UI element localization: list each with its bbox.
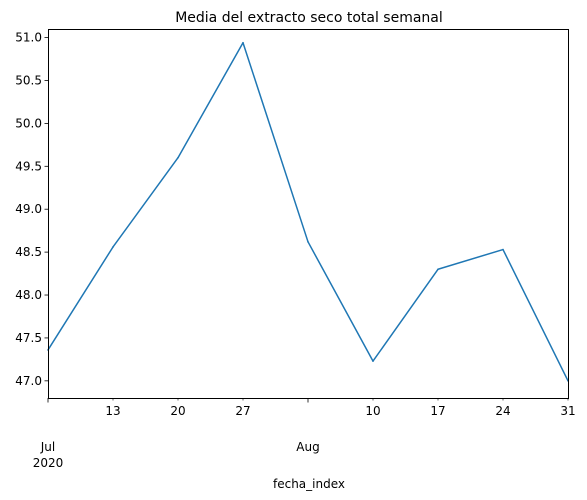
x-minor-tick-label: 10 [365,404,380,418]
x-minor-tick-label: 31 [560,404,575,418]
data-point-6 [437,268,439,271]
x-minor-tick-label: 24 [495,404,510,418]
plot-area [47,29,569,399]
x-minor-tick-label: 27 [235,404,250,418]
y-axis: 47.0 47.5 48.0 48.5 49.0 49.5 50.0 50.5 51.0 [15,31,48,388]
data-point-4 [307,241,309,243]
x-major-tick-sublabel: 2020 [33,456,64,470]
x-axis-label: fecha_index [273,477,345,491]
data-point-1 [112,246,114,248]
y-tick-label: 47.0 [15,374,42,388]
y-tick-label: 49.0 [15,202,42,216]
data-point-5 [372,360,374,362]
x-minor-tick-label: 13 [105,404,120,418]
y-tick-label: 50.5 [15,73,42,87]
series-line-0 [47,41,569,382]
series-layer [47,41,569,382]
x-major-tick-label: Aug [296,440,319,454]
data-point-7 [502,248,504,251]
y-tick-label: 48.0 [15,288,42,302]
x-major-tick-label: Jul [40,440,55,454]
x-minor-tick-label: 17 [430,404,445,418]
y-tick-label: 49.5 [15,159,42,173]
chart-title: Media del extracto seco total semanal [175,10,443,26]
data-point-3 [242,41,244,44]
data-point-2 [177,156,179,159]
x-axis: 13 20 27 10 17 24 31 Jul 2020 Aug [33,398,576,470]
y-tick-label: 51.0 [15,31,42,45]
y-tick-label: 47.5 [15,331,42,345]
x-minor-tick-label: 20 [170,404,185,418]
axes-frame [48,29,569,399]
y-tick-label: 50.0 [15,116,42,130]
y-tick-label: 48.5 [15,245,42,259]
